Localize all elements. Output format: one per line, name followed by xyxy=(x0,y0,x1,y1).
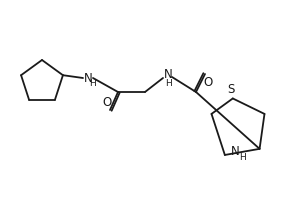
Text: S: S xyxy=(227,83,235,96)
Text: N: N xyxy=(164,68,172,80)
Text: H: H xyxy=(90,78,96,88)
Text: H: H xyxy=(165,78,171,88)
Text: O: O xyxy=(203,75,213,88)
Text: O: O xyxy=(102,97,112,110)
Text: N: N xyxy=(230,145,239,158)
Text: H: H xyxy=(239,153,246,162)
Text: N: N xyxy=(84,72,92,84)
